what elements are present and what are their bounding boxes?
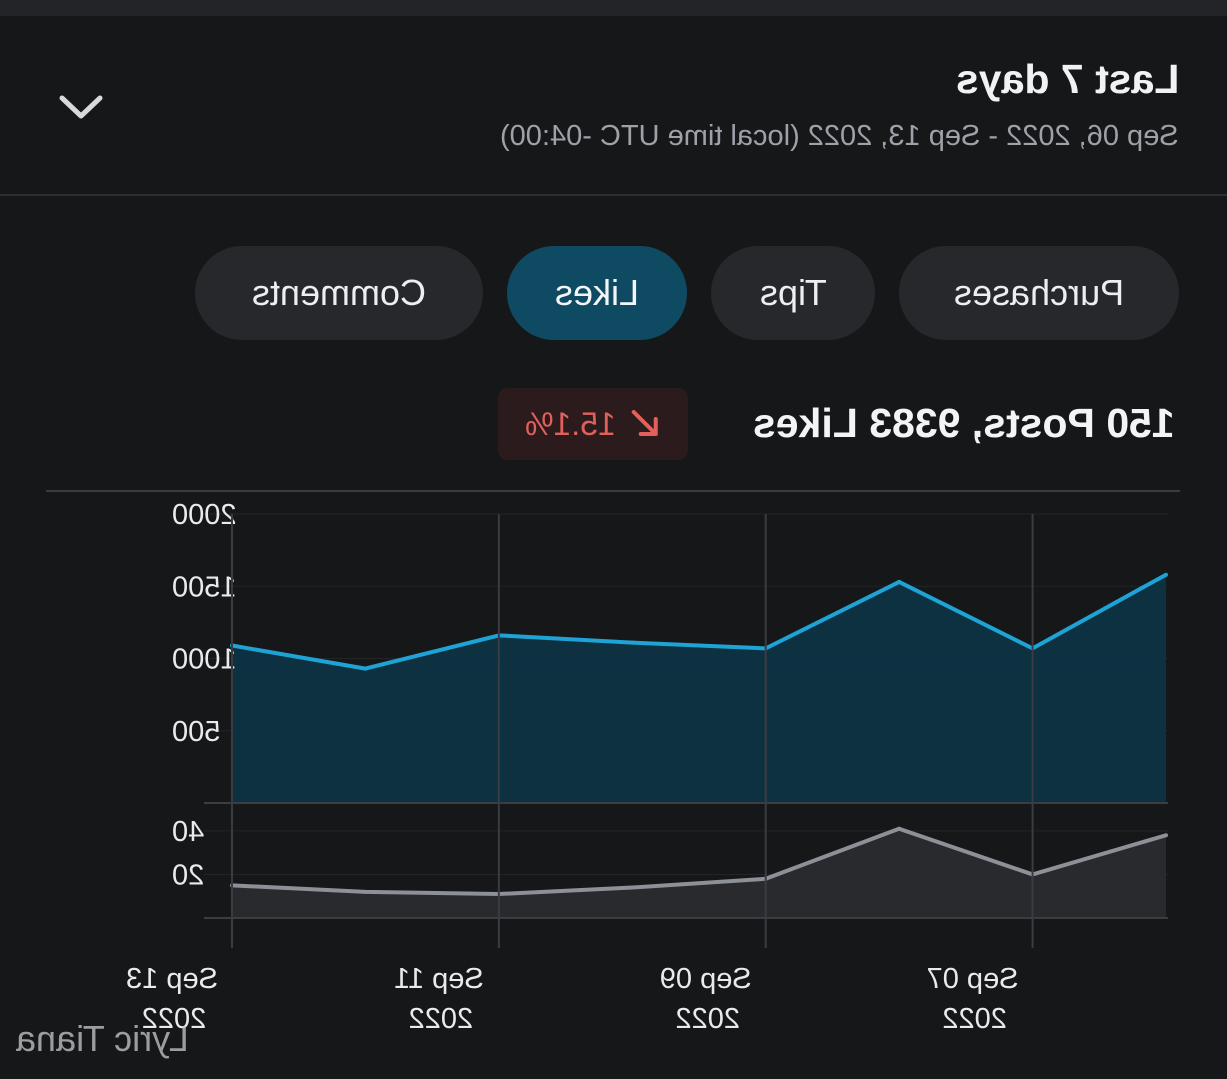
posts-point-3 [630, 885, 635, 890]
x-tick-label-2-date: Sep 09 [660, 963, 752, 995]
status-bar [0, 0, 1227, 16]
posts-series-line [231, 826, 1167, 897]
likes-point-1 [363, 666, 368, 671]
watermark-text: Lyric Tiana [16, 1018, 189, 1059]
change-percent: 15.1% [524, 405, 616, 442]
summary-text: 150 Posts, 9383 Likes [753, 400, 1175, 446]
posts-ytick-label-0: 20 [172, 859, 204, 891]
posts-point-5 [897, 826, 902, 831]
x-tick-label-2-year: 2022 [675, 1003, 740, 1035]
date-range-text: Sep 06, 2022 - Sep 13, 2022 (local time … [500, 120, 1179, 152]
likes-chart: 500 1000 1500 2000 20 40 Sep 13 2022 Sep 11 2022 S… [126, 500, 1168, 1035]
tab-likes[interactable]: Likes [507, 246, 687, 340]
header-divider [0, 194, 1227, 196]
likes-ytick-label-1: 1000 [172, 644, 237, 676]
likes-point-5 [897, 579, 902, 584]
x-tick-label-1-date: Sep 11 [394, 963, 484, 995]
tab-tips-label: Tips [759, 272, 827, 313]
date-range-subtitle: Sep 06, 2022 - Sep 13, 2022 (local time … [500, 120, 1179, 153]
likes-ytick-label-3: 2000 [172, 500, 237, 531]
tab-purchases-label: Purchases [953, 272, 1125, 313]
page-title-text: Last 7 days [955, 56, 1179, 102]
chevron-down-icon[interactable] [56, 86, 106, 126]
x-tick-label-1-year: 2022 [409, 1003, 474, 1035]
tab-likes-label: Likes [554, 272, 640, 313]
tab-purchases[interactable]: Purchases [899, 246, 1179, 340]
x-tick-label-3-date: Sep 07 [927, 963, 1019, 995]
date-range-header[interactable]: Last 7 days Sep 06, 2022 - Sep 13, 2022 … [0, 16, 1227, 194]
likes-ytick-label-0: 500 [172, 716, 220, 748]
page-title: Last 7 days [956, 56, 1179, 103]
chart-top-rule [46, 490, 1180, 492]
change-value: 15.1% [525, 406, 662, 443]
x-tick-label-3-year: 2022 [942, 1003, 1007, 1035]
likes-ytick-label-2: 1500 [172, 571, 237, 603]
likes-point-3 [630, 640, 635, 645]
tab-comments[interactable]: Comments [195, 246, 483, 340]
posts-point-7 [1164, 833, 1168, 838]
metric-tabs: Purchases Tips Likes Comments [195, 246, 1179, 340]
tab-comments-label: Comments [251, 272, 427, 313]
x-tick-label-0-date: Sep 13 [126, 963, 218, 995]
tab-tips[interactable]: Tips [711, 246, 875, 340]
posts-area [232, 828, 1166, 918]
arrow-down-left-icon [631, 409, 658, 436]
change-badge: 15.1% [498, 388, 688, 460]
posts-ytick-label-1: 40 [172, 816, 204, 848]
watermark: Lyric Tiana [16, 1018, 189, 1060]
posts-point-1 [363, 889, 368, 894]
likes-point-7 [1164, 572, 1168, 577]
summary-stats: 150 Posts, 9383 Likes [753, 400, 1175, 447]
x-tick-label-0-year: 2022 [142, 1003, 207, 1035]
likes-area [232, 574, 1166, 803]
likes-series-line [231, 572, 1167, 671]
